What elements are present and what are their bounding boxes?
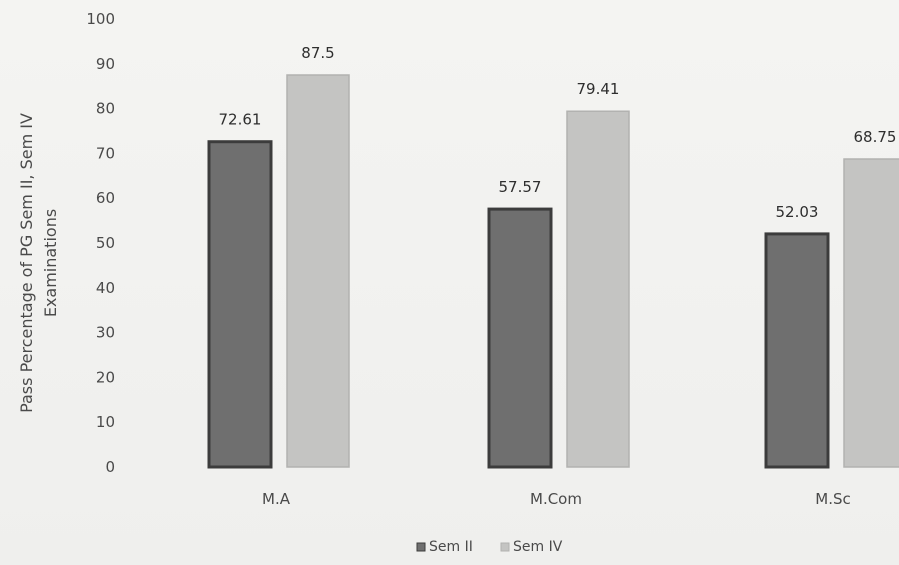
bar-sem-ii xyxy=(487,207,553,469)
data-labels: 72.61 57.57 52.03 87.5 79.41 68.75 xyxy=(219,44,897,221)
data-label: 79.41 xyxy=(577,80,620,98)
y-tick-label: 70 xyxy=(96,144,115,162)
bar-sem-iv xyxy=(843,158,899,468)
legend-label: Sem IV xyxy=(513,539,563,555)
bar-sem-ii xyxy=(207,140,273,469)
bar-sem-iv xyxy=(286,74,350,468)
y-tick-label: 60 xyxy=(96,189,115,207)
data-label: 68.75 xyxy=(854,128,897,146)
data-label: 72.61 xyxy=(219,111,262,129)
y-axis-ticks: 0 10 20 30 40 50 60 70 80 90 100 xyxy=(86,10,115,476)
data-label: 87.5 xyxy=(301,44,334,62)
y-tick-label: 0 xyxy=(105,458,115,476)
y-tick-label: 80 xyxy=(96,100,115,118)
y-tick-label: 90 xyxy=(96,55,115,73)
data-label: 52.03 xyxy=(776,203,819,221)
category-label: M.Com xyxy=(530,490,582,508)
y-axis-title-line: Examinations xyxy=(41,209,60,317)
y-tick-label: 30 xyxy=(96,324,115,342)
y-tick-label: 20 xyxy=(96,368,115,386)
legend-swatch xyxy=(500,542,510,552)
category-label: M.Sc xyxy=(815,490,850,508)
category-label: M.A xyxy=(262,490,291,508)
y-axis-title: Pass Percentage of PG Sem II, Sem IV Exam… xyxy=(17,113,60,413)
category-labels: M.A M.Com M.Sc xyxy=(262,490,851,508)
y-tick-label: 40 xyxy=(96,279,115,297)
bar-sem-iv xyxy=(566,110,630,468)
y-axis-title-line: Pass Percentage of PG Sem II, Sem IV xyxy=(17,113,36,413)
y-tick-label: 50 xyxy=(96,234,115,252)
bars xyxy=(207,74,899,469)
data-label: 57.57 xyxy=(499,178,542,196)
legend: Sem II Sem IV xyxy=(416,539,563,555)
legend-label: Sem II xyxy=(429,539,473,555)
y-tick-label: 10 xyxy=(96,413,115,431)
bar-sem-ii xyxy=(764,232,830,469)
y-tick-label: 100 xyxy=(86,10,115,28)
legend-swatch xyxy=(416,542,426,552)
